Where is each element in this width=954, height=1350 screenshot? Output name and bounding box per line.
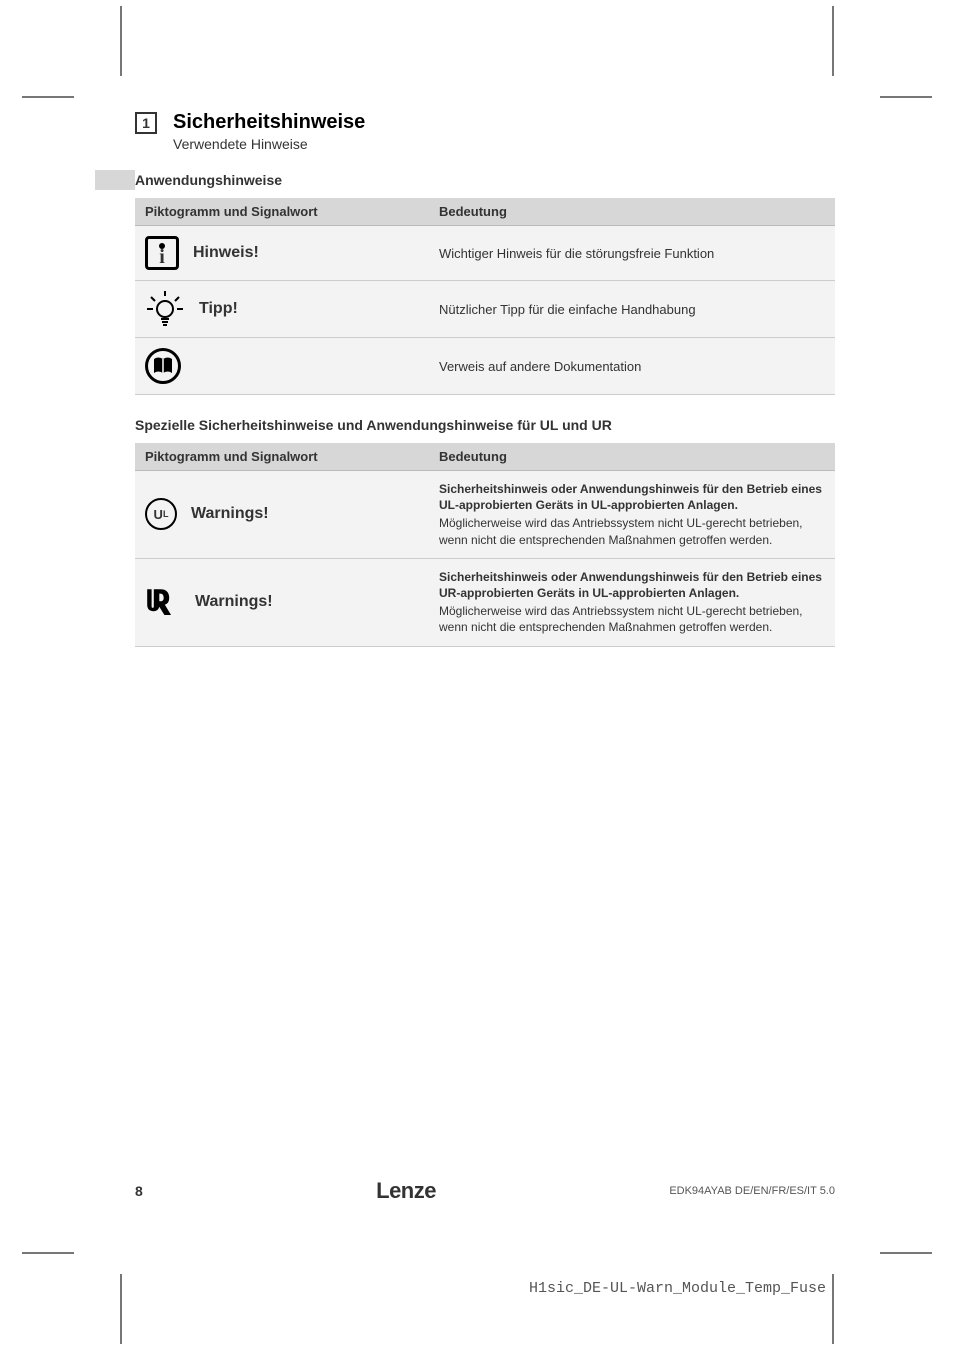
table-row: Verweis auf andere Dokumentation	[135, 338, 835, 395]
section-heading: Anwendungshinweise	[135, 172, 282, 188]
meaning-cell: Verweis auf andere Dokumentation	[429, 338, 835, 395]
table-row: Warnings! Sicherheitshinweis oder Anwend…	[135, 558, 835, 646]
page-number: 8	[135, 1183, 143, 1199]
table-header: Piktogramm und Signalwort	[135, 443, 429, 471]
chapter-subtitle: Verwendete Hinweise	[173, 136, 365, 152]
signal-word: Hinweis!	[193, 244, 259, 262]
chapter-header: 1 Sicherheitshinweise Verwendete Hinweis…	[135, 110, 835, 152]
meaning-bold: Sicherheitshinweis oder Anwendungshinwei…	[439, 481, 825, 513]
crop-mark	[22, 96, 74, 98]
slug-mark	[832, 1276, 834, 1300]
signal-word: Tipp!	[199, 300, 238, 318]
signal-word: Warnings!	[195, 593, 273, 611]
meaning-cell: Sicherheitshinweis oder Anwendungshinwei…	[429, 558, 835, 646]
meaning-text: Möglicherweise wird das Antriebssystem n…	[439, 515, 825, 547]
signal-word: Warnings!	[191, 505, 269, 523]
chapter-number: 1	[135, 112, 157, 134]
section-heading: Spezielle Sicherheitshinweise und Anwend…	[135, 417, 835, 433]
crop-mark	[22, 1252, 74, 1254]
table-row: i Hinweis! Wichtiger Hinweis für die stö…	[135, 226, 835, 281]
crop-mark	[832, 6, 834, 76]
print-slug: H1sic_DE-UL-Warn_Module_Temp_Fuse	[529, 1276, 834, 1300]
crop-mark	[120, 1274, 122, 1344]
content-area: 1 Sicherheitshinweise Verwendete Hinweis…	[135, 110, 835, 669]
document-id: EDK94AYAB DE/EN/FR/ES/IT 5.0	[669, 1185, 835, 1197]
meaning-cell: Nützlicher Tipp für die einfache Handhab…	[429, 281, 835, 338]
book-reference-icon	[145, 348, 181, 384]
ul-mark-icon: UL	[145, 498, 177, 530]
table-header: Bedeutung	[429, 198, 835, 226]
ur-mark-icon	[145, 587, 181, 618]
chapter-title: Sicherheitshinweise	[173, 110, 365, 134]
meaning-text: Möglicherweise wird das Antriebssystem n…	[439, 603, 825, 635]
table-header: Piktogramm und Signalwort	[135, 198, 429, 226]
meaning-bold: Sicherheitshinweis oder Anwendungshinwei…	[439, 569, 825, 601]
meaning-cell: Wichtiger Hinweis für die störungsfreie …	[429, 226, 835, 281]
table-row: UL Warnings! Sicherheitshinweis oder Anw…	[135, 471, 835, 559]
slug-text: H1sic_DE-UL-Warn_Module_Temp_Fuse	[529, 1280, 826, 1297]
application-notes-table: Piktogramm und Signalwort Bedeutung i Hi…	[135, 198, 835, 395]
info-icon: i	[145, 236, 179, 270]
tip-icon	[145, 291, 185, 327]
table-row: Tipp! Nützlicher Tipp für die einfache H…	[135, 281, 835, 338]
ul-ur-table: Piktogramm und Signalwort Bedeutung UL W…	[135, 443, 835, 647]
section-heading-bar: Anwendungshinweise	[135, 170, 835, 190]
page-footer: 8 Lenze EDK94AYAB DE/EN/FR/ES/IT 5.0	[135, 1178, 835, 1204]
brand-logo: Lenze	[376, 1178, 436, 1204]
meaning-cell: Sicherheitshinweis oder Anwendungshinwei…	[429, 471, 835, 559]
table-header: Bedeutung	[429, 443, 835, 471]
crop-mark	[880, 96, 932, 98]
section-lead-bar	[95, 170, 135, 190]
crop-mark	[120, 6, 122, 76]
crop-mark	[880, 1252, 932, 1254]
page: 1 Sicherheitshinweise Verwendete Hinweis…	[0, 0, 954, 1350]
